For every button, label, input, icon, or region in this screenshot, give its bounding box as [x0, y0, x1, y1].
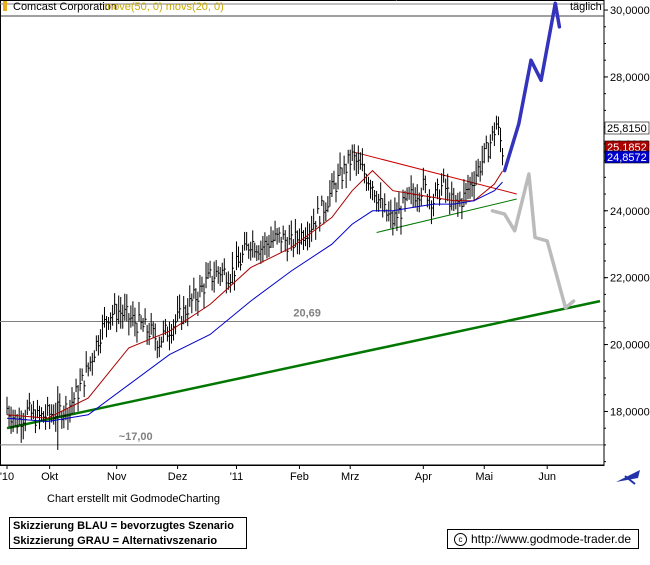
- price-chart: 30,18 20,69 ~17,00 18,0000 20,0000 22,0000 24…: [0, 0, 650, 486]
- price-tag-box: [604, 121, 650, 135]
- ma-line-0: [6, 169, 503, 419]
- chart-frame: [0, 0, 605, 466]
- website-url[interactable]: http://www.godmode-trader.de: [471, 532, 632, 546]
- reference-label-1: 20,69: [293, 307, 321, 319]
- trendline-2: [376, 198, 517, 233]
- x-tick-label: Jun: [538, 471, 556, 483]
- chart-logo-icon: [3, 1, 7, 11]
- trendline-1: [354, 151, 517, 195]
- plot-area: [0, 0, 605, 466]
- price-tag-label: 24,8572: [607, 152, 647, 164]
- y-tick-label: 18,0000: [610, 406, 650, 418]
- x-tick-label: Okt: [41, 471, 58, 483]
- chart-credit: Chart erstellt mit GodmodeCharting: [47, 493, 221, 505]
- x-tick-label: Dez: [168, 471, 188, 483]
- scenario-path-0: [502, 1, 562, 173]
- scenario-legend: Skizzierung BLAU = bevorzugtes Szenario …: [9, 517, 247, 549]
- x-tick-label: '10: [0, 471, 14, 483]
- reference-label-2: ~17,00: [119, 431, 153, 443]
- price-tag-box: [604, 150, 650, 164]
- y-tick-label: 24,0000: [610, 206, 650, 218]
- y-tick-label: 28,0000: [610, 72, 650, 84]
- y-tick-label: 20,0000: [610, 340, 650, 352]
- x-tick-label: Apr: [415, 471, 432, 483]
- reference-lines: 30,18 20,69 ~17,00: [0, 0, 604, 446]
- indicator-legend: move(50, 0) movs(20, 0): [104, 1, 224, 13]
- reference-label-0: 30,18: [383, 0, 411, 2]
- price-bars: [6, 115, 505, 450]
- trendline-0: [6, 299, 601, 430]
- period-label: täglich: [570, 1, 602, 13]
- trendlines: [6, 151, 601, 430]
- scenarios: [490, 1, 576, 310]
- ma-line-1: [6, 181, 503, 423]
- scenario-path-1: [490, 172, 576, 310]
- copyright-icon: c: [454, 533, 467, 546]
- website-link[interactable]: c http://www.godmode-trader.de: [447, 529, 639, 549]
- x-tick-label: Mai: [475, 471, 493, 483]
- x-tick-label: Feb: [290, 471, 309, 483]
- moving-averages: [6, 169, 503, 423]
- x-tick-label: Mrz: [341, 471, 359, 483]
- price-series: [6, 115, 505, 450]
- scroll-arrow-icon[interactable]: [610, 466, 650, 486]
- price-tag-label: 25,8150: [607, 123, 647, 135]
- legend-grey: Skizzierung GRAU = Alternativszenario: [13, 535, 218, 547]
- y-tick-label: 22,0000: [610, 273, 650, 285]
- y-tick-label: 30,0000: [610, 5, 650, 17]
- x-tick-label: Nov: [107, 471, 127, 483]
- x-tick-label: '11: [230, 471, 244, 483]
- chart-title: Comcast Corporation: [13, 1, 117, 13]
- legend-blue: Skizzierung BLAU = bevorzugtes Szenario: [13, 520, 234, 532]
